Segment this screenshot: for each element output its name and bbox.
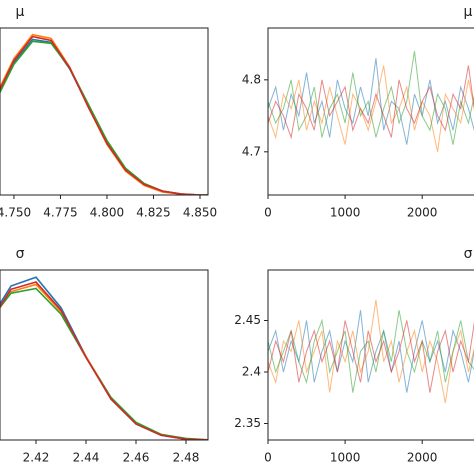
x-tick-label: 4.775 bbox=[43, 206, 77, 220]
y-tick-label: 4.7 bbox=[242, 144, 261, 158]
x-tick-label: 2.42 bbox=[23, 451, 50, 465]
axes-frame bbox=[0, 269, 209, 441]
x-tick-label: 1000 bbox=[330, 451, 361, 465]
x-tick-label: 2.44 bbox=[73, 451, 100, 465]
plot-lines bbox=[268, 299, 474, 404]
x-tick-label: 1000 bbox=[330, 206, 361, 220]
x-tick-label: 2.46 bbox=[123, 451, 150, 465]
trace-line bbox=[268, 58, 474, 145]
x-tick-label: 4.850 bbox=[183, 206, 217, 220]
density-line bbox=[0, 40, 208, 195]
density-line bbox=[0, 33, 208, 195]
axes-frame bbox=[0, 27, 209, 196]
x-tick-label: 0 bbox=[264, 206, 272, 220]
x-tick-label: 4.825 bbox=[136, 206, 170, 220]
y-tick-label: 2.4 bbox=[242, 365, 261, 379]
x-tick-label: 2000 bbox=[407, 451, 438, 465]
y-tick-label: 2.35 bbox=[234, 416, 261, 430]
panel-title: σ bbox=[16, 246, 25, 262]
plot-lines bbox=[0, 33, 208, 195]
y-tick-label: 4.8 bbox=[242, 72, 261, 86]
axes-frame bbox=[267, 269, 474, 441]
x-tick-label: 0 bbox=[264, 451, 272, 465]
trace-line bbox=[268, 65, 474, 140]
x-tick-label: 2000 bbox=[407, 206, 438, 220]
density-line bbox=[0, 38, 208, 195]
panel-title: μ bbox=[16, 4, 25, 20]
trace-line bbox=[268, 50, 474, 145]
trace-line bbox=[268, 65, 474, 152]
plot-lines bbox=[0, 276, 208, 440]
x-tick-label: 2.48 bbox=[173, 451, 200, 465]
x-tick-label: 4.750 bbox=[0, 206, 31, 220]
trace-line bbox=[268, 320, 474, 393]
panel-title: μ bbox=[464, 4, 473, 20]
trace-line bbox=[268, 299, 474, 404]
x-tick-label: 4.800 bbox=[90, 206, 124, 220]
y-tick-label: 2.45 bbox=[234, 313, 261, 327]
plot-lines bbox=[268, 50, 474, 152]
panel-title: σ bbox=[464, 246, 473, 262]
axes-frame bbox=[267, 27, 474, 196]
density-line bbox=[0, 35, 208, 195]
density-line bbox=[0, 287, 208, 440]
density-line bbox=[0, 283, 208, 440]
trace-line bbox=[268, 310, 474, 393]
density-line bbox=[0, 276, 208, 440]
density-line bbox=[0, 281, 208, 440]
